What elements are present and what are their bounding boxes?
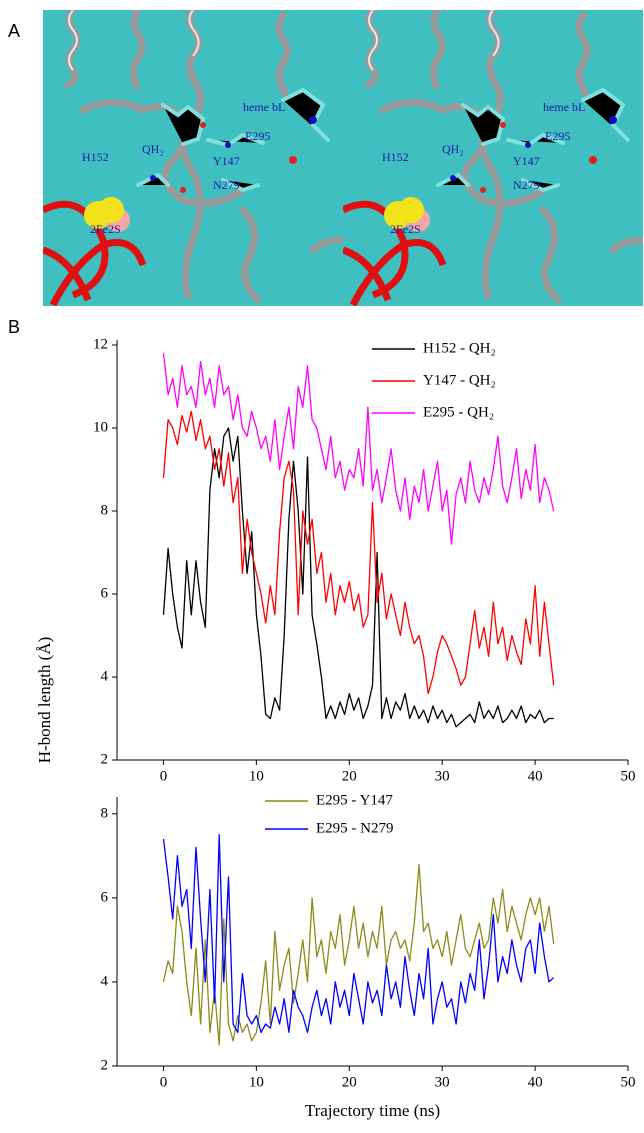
structure-label: E295 <box>245 129 270 143</box>
structure-label: Y147 <box>513 154 540 168</box>
legend-label: Y147 - QH₂ <box>423 372 496 388</box>
data-line <box>162 863 555 1046</box>
structure-label: N279 <box>213 178 240 192</box>
x-tick-label: 40 <box>528 768 543 784</box>
y-tick-label: 10 <box>93 419 108 435</box>
legend-label: H152 - QH₂ <box>423 340 496 356</box>
legend-label: E295 - N279 <box>316 820 394 836</box>
y-tick-label: 6 <box>101 889 109 905</box>
structure-labels: heme bL QH₂ E295 Y147 H152 N279 2Fe2S heme bL QH… <box>82 100 585 236</box>
x-tick-label: 10 <box>249 768 264 784</box>
structure-label: N279 <box>513 178 540 192</box>
y-tick-label: 4 <box>101 973 109 989</box>
x-tick-label: 10 <box>249 1074 264 1090</box>
data-line <box>162 353 555 545</box>
x-tick-label: 50 <box>621 1074 636 1090</box>
structure-label: QH₂ <box>442 142 464 156</box>
data-line <box>162 410 555 695</box>
structure-label: H152 <box>82 150 109 164</box>
x-tick-label: 0 <box>160 768 168 784</box>
x-tick-label: 20 <box>342 768 357 784</box>
x-tick-label: 20 <box>342 1074 357 1090</box>
x-axis-label: Trajectory time (ns) <box>305 1101 440 1120</box>
y-tick-label: 2 <box>101 1057 109 1073</box>
structure-label: heme bL <box>243 100 285 114</box>
legend-label: E295 - QH₂ <box>423 404 494 420</box>
data-line <box>162 834 555 1034</box>
structure-label: heme bL <box>543 100 585 114</box>
structure-label: QH₂ <box>142 142 164 156</box>
x-tick-label: 0 <box>160 1074 168 1090</box>
panel-label: A <box>8 21 20 41</box>
structure-label: Y147 <box>213 154 240 168</box>
legend-label: E295 - Y147 <box>316 792 393 808</box>
structure-label: 2Fe2S <box>390 222 421 236</box>
structure-label: H152 <box>382 150 409 164</box>
y-tick-label: 4 <box>101 668 109 684</box>
x-tick-label: 30 <box>435 1074 450 1090</box>
data-line <box>162 427 554 728</box>
y-tick-label: 8 <box>101 502 109 518</box>
x-tick-label: 50 <box>621 768 636 784</box>
y-tick-label: 12 <box>93 336 108 352</box>
structure-label: 2Fe2S <box>90 222 121 236</box>
panel-label: B <box>8 317 20 337</box>
x-tick-label: 30 <box>435 768 450 784</box>
y-tick-label: 8 <box>101 805 109 821</box>
y-tick-label: 6 <box>101 585 109 601</box>
x-tick-label: 40 <box>528 1074 543 1090</box>
y-axis-label: H-bond length (Å) <box>35 637 54 764</box>
structure-label: E295 <box>545 129 570 143</box>
y-tick-label: 2 <box>101 751 109 767</box>
